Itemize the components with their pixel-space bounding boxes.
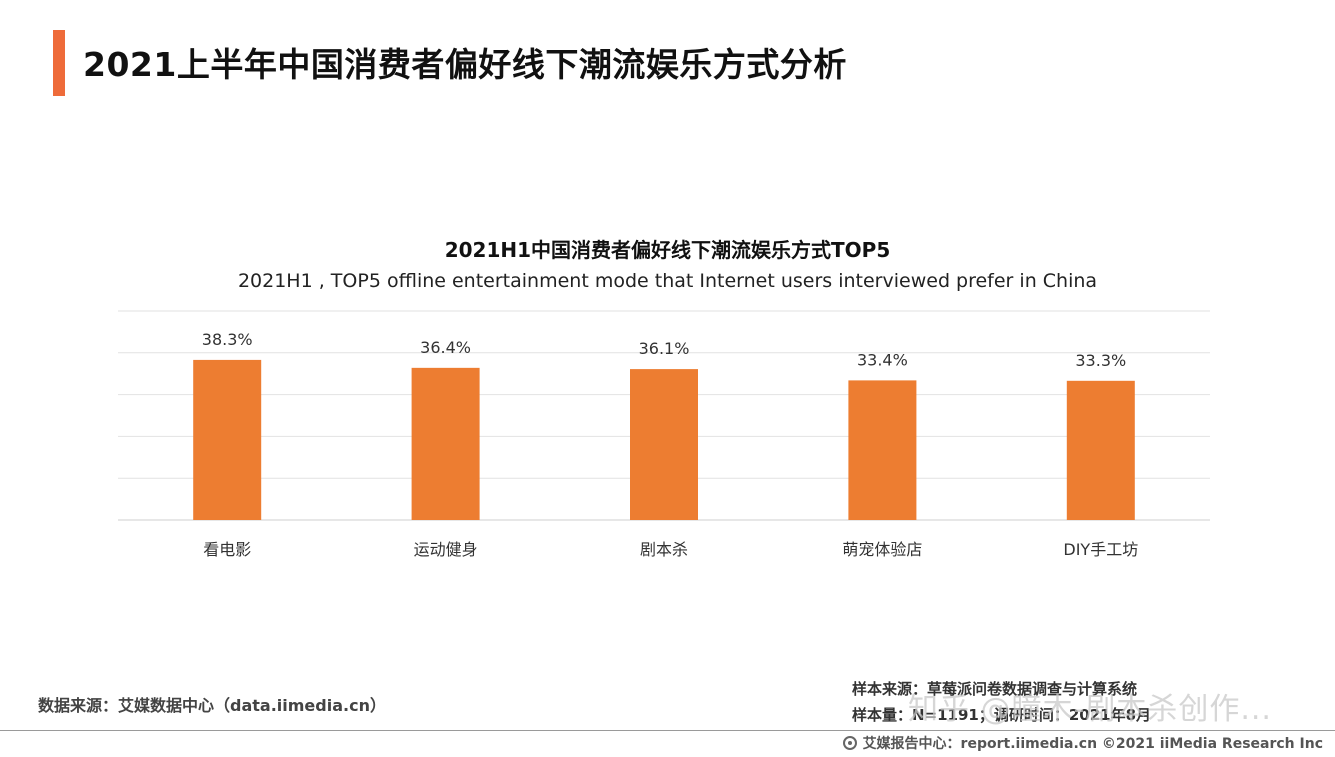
footer-credit: 艾媒报告中心：report.iimedia.cn ©2021 iiMedia R…	[842, 733, 1323, 753]
bar	[193, 359, 262, 520]
x-tick-label: 运动健身	[414, 540, 478, 559]
data-label: 33.4%	[857, 350, 908, 369]
chart-title: 2021H1中国消费者偏好线下潮流娱乐方式TOP5	[444, 238, 891, 262]
footer-credit-text: 艾媒报告中心：report.iimedia.cn ©2021 iiMedia R…	[862, 736, 1323, 752]
bar	[630, 369, 698, 520]
x-tick-label: 看电影	[203, 540, 251, 559]
sample-source: 样本来源：草莓派问卷数据调查与计算系统	[852, 680, 1138, 698]
sample-size: 样本量：N=1191；调研时间：2021年8月	[852, 706, 1152, 724]
title-accent-bar	[53, 30, 65, 96]
data-label: 36.4%	[420, 338, 471, 357]
chart-subtitle: 2021H1 , TOP5 offline entertainment mode…	[237, 270, 1098, 292]
watermark: 知乎 @瞳木-剧本杀创作...	[908, 692, 1272, 727]
page-title: 2021上半年中国消费者偏好线下潮流娱乐方式分析	[83, 45, 847, 84]
bar	[848, 380, 917, 520]
bar	[411, 367, 480, 520]
data-label: 36.1%	[639, 339, 690, 358]
footer-divider	[0, 730, 1335, 731]
bar-chart: 38.3% 看电影 36.4% 运动健身 36.1% 剧本杀 33.4% 萌宠体验店 33.3%…	[118, 310, 1210, 559]
data-label: 33.3%	[1075, 351, 1126, 370]
x-tick-label: 剧本杀	[640, 540, 688, 559]
bar	[1066, 380, 1135, 520]
x-tick-label: 萌宠体验店	[842, 540, 922, 559]
data-source: 数据来源：艾媒数据中心（data.iimedia.cn）	[38, 696, 386, 715]
x-tick-label: DIY手工坊	[1063, 540, 1138, 559]
globe-icon	[842, 736, 857, 750]
data-label: 38.3%	[202, 330, 253, 349]
